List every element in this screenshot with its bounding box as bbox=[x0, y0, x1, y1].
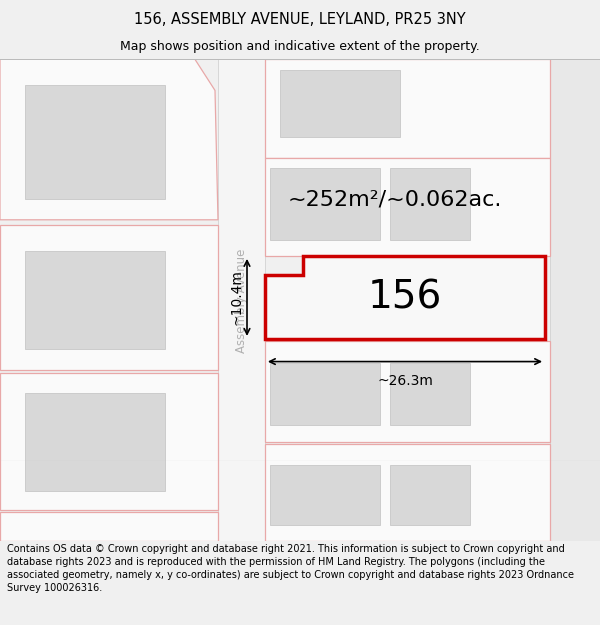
Polygon shape bbox=[0, 512, 218, 541]
Polygon shape bbox=[218, 59, 265, 541]
Polygon shape bbox=[25, 85, 165, 199]
Text: Map shows position and indicative extent of the property.: Map shows position and indicative extent… bbox=[120, 40, 480, 52]
Polygon shape bbox=[265, 444, 550, 541]
Polygon shape bbox=[25, 251, 165, 349]
Polygon shape bbox=[280, 70, 400, 137]
Polygon shape bbox=[25, 392, 165, 491]
Polygon shape bbox=[0, 59, 218, 220]
Polygon shape bbox=[265, 59, 550, 158]
Text: Assembly Avenue: Assembly Avenue bbox=[235, 248, 248, 352]
Polygon shape bbox=[265, 341, 550, 442]
Polygon shape bbox=[270, 168, 380, 241]
Polygon shape bbox=[265, 256, 545, 339]
Polygon shape bbox=[0, 373, 218, 509]
Polygon shape bbox=[390, 465, 470, 525]
Text: Contains OS data © Crown copyright and database right 2021. This information is : Contains OS data © Crown copyright and d… bbox=[7, 544, 574, 593]
Text: ~26.3m: ~26.3m bbox=[377, 374, 433, 388]
Polygon shape bbox=[270, 362, 380, 425]
Text: 156, ASSEMBLY AVENUE, LEYLAND, PR25 3NY: 156, ASSEMBLY AVENUE, LEYLAND, PR25 3NY bbox=[134, 11, 466, 26]
Polygon shape bbox=[270, 465, 380, 525]
Text: 156: 156 bbox=[368, 278, 442, 316]
Polygon shape bbox=[390, 168, 470, 241]
Polygon shape bbox=[265, 158, 550, 256]
Polygon shape bbox=[0, 225, 218, 370]
Polygon shape bbox=[550, 59, 600, 541]
Text: ~252m²/~0.062ac.: ~252m²/~0.062ac. bbox=[288, 189, 502, 209]
Polygon shape bbox=[390, 362, 470, 425]
Text: ~10.4m: ~10.4m bbox=[229, 269, 243, 326]
